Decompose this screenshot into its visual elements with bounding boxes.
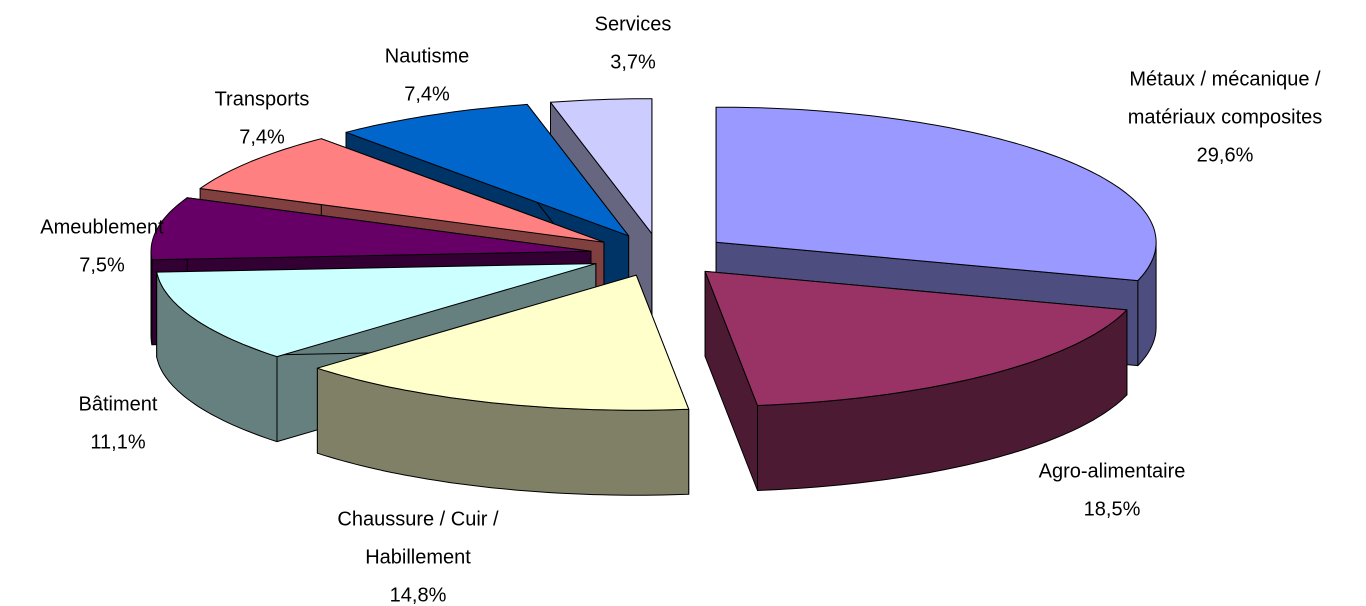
value-label: 11,1% — [90, 431, 145, 453]
slice — [550, 98, 653, 235]
slice — [199, 138, 605, 243]
slice-label: matériaux composites — [1128, 106, 1323, 128]
slice-label: Agro-alimentaire — [1039, 460, 1186, 482]
slice-wall — [150, 250, 153, 346]
slice — [715, 106, 1157, 282]
value-label: 14,8% — [390, 584, 447, 606]
slice-label: Transports — [215, 88, 310, 110]
slice — [345, 103, 630, 237]
slice-label: Habillement — [365, 546, 471, 568]
slice-label: Chaussure / Cuir / — [337, 508, 499, 530]
slice — [704, 270, 1128, 406]
slice-label: Ameublement — [40, 216, 164, 238]
slice-label: Bâtiment — [79, 393, 158, 415]
value-label: 7,4% — [239, 126, 285, 148]
value-label: 7,4% — [404, 83, 450, 105]
slice-label: Métaux / mécanique / — [1129, 68, 1321, 90]
slice — [150, 197, 592, 261]
slice — [316, 274, 690, 411]
value-label: 18,5% — [1084, 498, 1141, 520]
slice — [156, 263, 597, 358]
value-label: 29,6% — [1197, 144, 1254, 166]
value-label: 3,7% — [610, 51, 656, 73]
slice-label: Services — [595, 13, 672, 35]
slice-label: Nautisme — [385, 45, 469, 67]
value-label: 7,5% — [79, 254, 125, 276]
